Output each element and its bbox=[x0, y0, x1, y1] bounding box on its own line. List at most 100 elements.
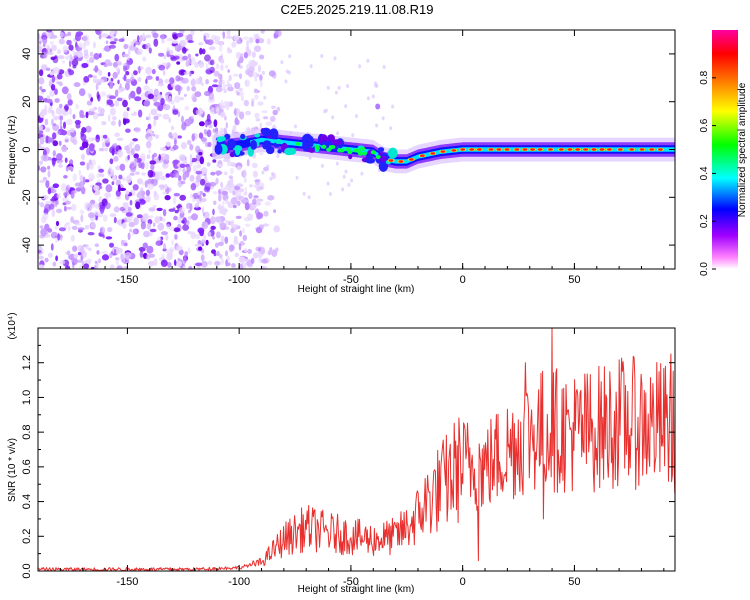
noise-blob bbox=[42, 154, 50, 162]
noise-blob bbox=[215, 216, 222, 223]
noise-blob bbox=[236, 165, 242, 171]
noise-blob bbox=[164, 183, 168, 190]
noise-blob bbox=[198, 246, 203, 251]
noise-blob bbox=[239, 230, 243, 237]
noise-blob bbox=[61, 145, 68, 153]
noise-blob bbox=[220, 258, 225, 265]
noise-blob bbox=[38, 69, 44, 77]
signal-blob bbox=[302, 139, 310, 152]
noise-blob bbox=[334, 90, 338, 95]
noise-blob bbox=[86, 100, 93, 106]
noise-blob bbox=[214, 40, 220, 45]
y-tick-label: 1.2 bbox=[21, 355, 33, 370]
noise-blob bbox=[86, 162, 90, 171]
x-tick-label: -100 bbox=[228, 274, 250, 286]
noise-blob bbox=[97, 113, 105, 117]
noise-blob bbox=[90, 222, 97, 229]
signal-blob bbox=[234, 146, 241, 156]
noise-blob bbox=[129, 90, 136, 99]
noise-blob bbox=[295, 175, 299, 180]
noise-blob bbox=[172, 159, 180, 164]
noise-blob bbox=[126, 149, 131, 154]
noise-blob bbox=[134, 127, 141, 133]
noise-blob bbox=[59, 32, 65, 38]
noise-blob bbox=[80, 214, 84, 223]
noise-blob bbox=[320, 54, 324, 58]
noise-blob bbox=[181, 122, 187, 131]
noise-blob bbox=[51, 186, 55, 194]
noise-blob bbox=[57, 49, 61, 55]
noise-blob bbox=[113, 33, 117, 37]
noise-blob bbox=[331, 115, 335, 120]
noise-blob bbox=[38, 264, 45, 269]
noise-blob bbox=[172, 207, 176, 211]
noise-blob bbox=[75, 103, 79, 110]
noise-blob bbox=[215, 107, 220, 113]
noise-blob bbox=[205, 63, 209, 70]
noise-blob bbox=[177, 166, 182, 172]
signal-peak bbox=[419, 154, 425, 157]
noise-blob bbox=[161, 231, 168, 236]
noise-blob bbox=[115, 179, 122, 187]
noise-blob bbox=[263, 95, 267, 100]
noise-blob bbox=[233, 223, 238, 229]
noise-blob bbox=[117, 184, 121, 192]
signal-blob bbox=[378, 160, 389, 172]
noise-blob bbox=[226, 30, 231, 36]
noise-blob bbox=[109, 252, 113, 259]
noise-blob bbox=[49, 41, 55, 46]
noise-blob bbox=[244, 202, 250, 211]
noise-blob bbox=[227, 69, 230, 73]
noise-blob bbox=[133, 70, 138, 76]
noise-blob bbox=[166, 50, 170, 58]
noise-blob bbox=[320, 163, 324, 168]
noise-blob bbox=[154, 216, 161, 224]
noise-blob bbox=[129, 45, 136, 51]
noise-blob bbox=[132, 184, 139, 191]
noise-blob bbox=[93, 210, 100, 216]
noise-blob bbox=[57, 233, 60, 241]
noise-blob bbox=[135, 171, 140, 175]
noise-blob bbox=[127, 232, 131, 241]
noise-blob bbox=[366, 58, 370, 63]
noise-blob bbox=[224, 250, 229, 257]
noise-blob bbox=[59, 103, 63, 109]
noise-blob bbox=[41, 88, 46, 93]
noise-blob bbox=[189, 203, 193, 212]
noise-blob bbox=[50, 84, 56, 91]
noise-blob bbox=[194, 202, 200, 209]
colorbar-gradient bbox=[712, 30, 738, 269]
noise-blob bbox=[216, 63, 220, 70]
noise-blob bbox=[225, 198, 229, 205]
noise-blob bbox=[239, 191, 242, 196]
noise-blob bbox=[182, 55, 188, 61]
noise-blob bbox=[48, 51, 55, 55]
noise-blob bbox=[108, 44, 116, 49]
noise-blob bbox=[207, 231, 212, 237]
noise-blob bbox=[204, 90, 211, 97]
noise-blob bbox=[190, 193, 193, 199]
noise-blob bbox=[211, 84, 219, 88]
noise-blob bbox=[122, 99, 128, 108]
noise-blob bbox=[152, 222, 156, 227]
noise-blob bbox=[195, 160, 200, 165]
noise-blob bbox=[160, 34, 165, 40]
noise-blob bbox=[153, 38, 159, 47]
noise-blob bbox=[206, 113, 211, 122]
noise-blob bbox=[88, 212, 95, 219]
noise-blob bbox=[179, 206, 185, 214]
noise-blob bbox=[101, 141, 106, 148]
noise-blob bbox=[254, 112, 260, 119]
noise-blob bbox=[113, 206, 120, 213]
noise-blob bbox=[109, 41, 117, 45]
noise-blob bbox=[190, 78, 196, 87]
noise-blob bbox=[239, 111, 245, 120]
noise-blob bbox=[174, 209, 179, 214]
noise-blob bbox=[125, 71, 130, 76]
noise-blob bbox=[79, 180, 85, 189]
colorbar-tick-label: 0.4 bbox=[699, 166, 710, 180]
noise-blob bbox=[323, 109, 327, 114]
noise-blob bbox=[235, 51, 241, 60]
noise-blob bbox=[98, 173, 105, 178]
noise-blob bbox=[72, 54, 78, 58]
